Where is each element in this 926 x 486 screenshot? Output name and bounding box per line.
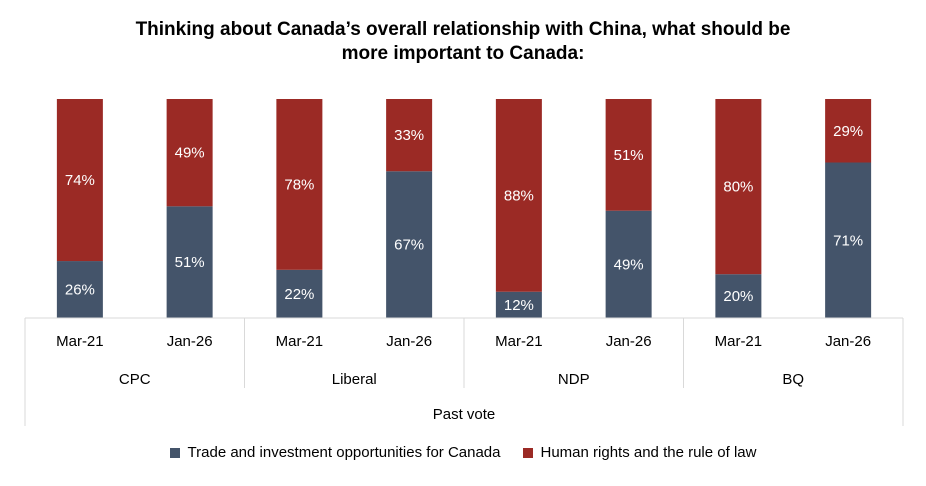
x-tick-label-3: Mar-21 xyxy=(276,333,324,350)
bar-human-rights-6 xyxy=(605,99,652,211)
x-axis-title: Past vote xyxy=(433,406,496,423)
data-label-human-rights-4: 33% xyxy=(394,127,424,144)
data-label-human-rights-5: 88% xyxy=(504,187,534,204)
data-label-trade-8: 71% xyxy=(833,232,863,249)
bar-trade-8 xyxy=(825,162,872,318)
legend-label-human-rights: Human rights and the rule of law xyxy=(540,444,757,461)
bar-trade-5 xyxy=(495,291,542,318)
data-label-trade-2: 51% xyxy=(175,254,205,271)
legend-label-trade: Trade and investment opportunities for C… xyxy=(187,444,501,461)
data-label-trade-6: 49% xyxy=(614,256,644,273)
data-label-human-rights-1: 74% xyxy=(65,172,95,189)
chart-title: Thinking about Canada’s overall relation… xyxy=(113,18,813,66)
data-label-human-rights-3: 78% xyxy=(284,176,314,193)
bar-human-rights-1 xyxy=(56,99,103,262)
bar-human-rights-8 xyxy=(825,99,872,163)
legend: Trade and investment opportunities for C… xyxy=(0,444,926,461)
bar-human-rights-4 xyxy=(386,99,433,172)
bar-trade-2 xyxy=(166,206,213,318)
group-label-bq: BQ xyxy=(782,371,804,388)
data-label-human-rights-7: 80% xyxy=(723,179,753,196)
legend-swatch-human-rights xyxy=(522,447,533,458)
data-label-trade-3: 22% xyxy=(284,286,314,303)
data-label-trade-1: 26% xyxy=(65,282,95,299)
data-label-trade-5: 12% xyxy=(504,297,534,314)
bar-trade-6 xyxy=(605,210,652,318)
x-tick-label-2: Jan-26 xyxy=(167,333,213,350)
bar-human-rights-3 xyxy=(276,99,323,270)
data-label-human-rights-8: 29% xyxy=(833,123,863,140)
bar-trade-1 xyxy=(56,261,103,318)
bar-trade-4 xyxy=(386,171,433,318)
bar-human-rights-2 xyxy=(166,99,213,207)
legend-item-human-rights: Human rights and the rule of law xyxy=(522,444,757,461)
group-label-ndp: NDP xyxy=(558,371,590,388)
data-label-trade-4: 67% xyxy=(394,237,424,254)
x-tick-label-5: Mar-21 xyxy=(495,333,543,350)
bar-trade-7 xyxy=(715,274,762,318)
bar-human-rights-7 xyxy=(715,99,762,275)
data-label-trade-7: 20% xyxy=(723,288,753,305)
group-label-liberal: Liberal xyxy=(332,371,377,388)
legend-swatch-trade xyxy=(169,447,180,458)
chart-title-line-2: more important to Canada: xyxy=(341,43,585,64)
chart-title-line-1: Thinking about Canada’s overall relation… xyxy=(135,19,791,40)
x-tick-label-4: Jan-26 xyxy=(386,333,432,350)
x-tick-label-1: Mar-21 xyxy=(56,333,104,350)
group-label-cpc: CPC xyxy=(119,371,151,388)
data-label-human-rights-2: 49% xyxy=(175,145,205,162)
legend-item-trade: Trade and investment opportunities for C… xyxy=(169,444,501,461)
x-tick-label-7: Mar-21 xyxy=(715,333,763,350)
x-tick-label-6: Jan-26 xyxy=(606,333,652,350)
bar-trade-3 xyxy=(276,269,323,318)
bar-human-rights-5 xyxy=(495,99,542,292)
data-label-human-rights-6: 51% xyxy=(614,147,644,164)
x-tick-label-8: Jan-26 xyxy=(825,333,871,350)
